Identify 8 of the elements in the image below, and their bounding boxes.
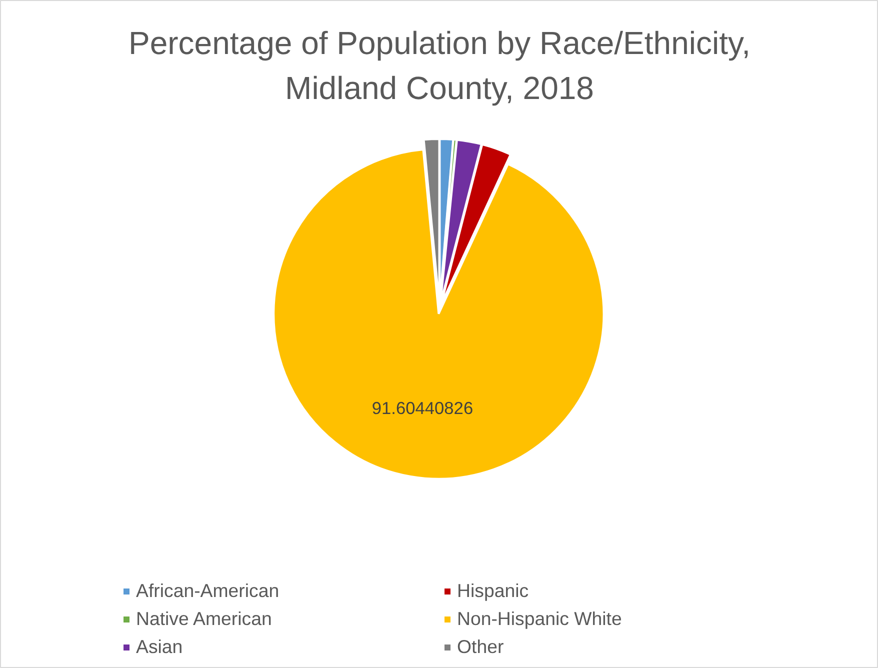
data-label: 91.60440826 [372, 398, 474, 418]
chart-title: Percentage of Population by Race/Ethnicity, Midland County, 2018 [128, 25, 750, 106]
legend-label: Other [457, 636, 505, 658]
legend-label: Hispanic [457, 580, 530, 602]
legend-label: Native American [136, 608, 273, 630]
legend-label: Asian [136, 636, 184, 658]
legend-label: African-American [136, 580, 280, 602]
legend-label: Non-Hispanic White [457, 608, 623, 630]
